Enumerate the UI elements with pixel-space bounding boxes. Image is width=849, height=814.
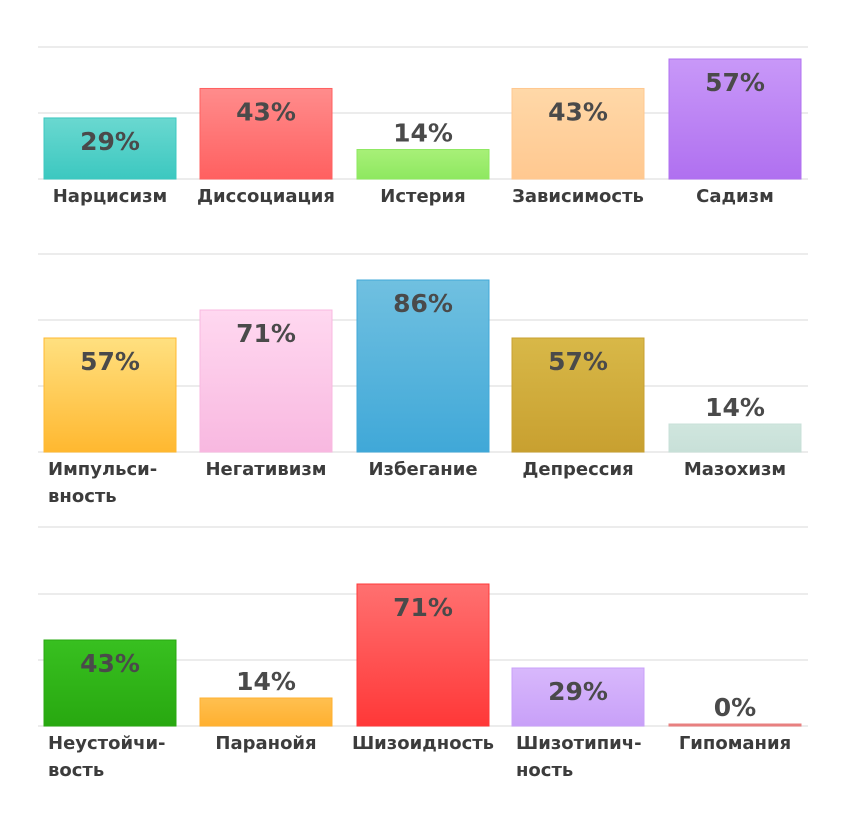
bar-value-label: 0% xyxy=(714,693,756,722)
category-label: Мазохизм xyxy=(684,459,786,480)
bar xyxy=(356,583,490,727)
category-label: Шизотипич-ность xyxy=(516,733,642,781)
category-label: Нарцисизм xyxy=(53,186,168,207)
category-label: Импульси-вность xyxy=(48,459,157,507)
bar-value-label: 43% xyxy=(548,97,608,126)
chart-panel-3: 43% Неустойчи-вость 14% Паранойя 71% Шизоидно… xyxy=(38,526,808,781)
bar xyxy=(511,667,645,727)
category-label: Шизоидность xyxy=(352,733,494,754)
bar-value-label: 57% xyxy=(80,347,140,376)
bar xyxy=(43,117,177,180)
chart-panel-1: 29% Нарцисизм 43% Диссоциация 14% Истерия 43% З… xyxy=(38,46,808,207)
category-label: Диссоциация xyxy=(197,186,335,207)
bar xyxy=(199,697,333,727)
bar-value-label: 14% xyxy=(393,119,453,148)
category-label: Паранойя xyxy=(215,733,316,754)
bar xyxy=(511,337,645,453)
chart-panel-2: 57% Импульси-вность 71% Негативизм 86% Избега… xyxy=(38,253,808,507)
bar xyxy=(668,423,802,453)
bar-value-label: 43% xyxy=(236,97,296,126)
bar-value-label: 71% xyxy=(393,593,453,622)
bar xyxy=(43,639,177,727)
category-label: Негативизм xyxy=(205,459,326,480)
bar xyxy=(43,337,177,453)
bar xyxy=(356,279,490,453)
bar xyxy=(668,723,802,727)
bar-value-label: 57% xyxy=(705,68,765,97)
category-label: Истерия xyxy=(380,186,465,207)
bar xyxy=(199,309,333,453)
bar-value-label: 14% xyxy=(236,667,296,696)
bar-value-label: 14% xyxy=(705,393,765,422)
bar-value-label: 71% xyxy=(236,319,296,348)
category-label: Гипомания xyxy=(679,733,791,754)
category-label: Садизм xyxy=(696,186,774,207)
bar-value-label: 29% xyxy=(548,677,608,706)
category-label: Депрессия xyxy=(522,459,633,480)
bar-value-label: 57% xyxy=(548,347,608,376)
bar-value-label: 29% xyxy=(80,127,140,156)
bar-value-label: 86% xyxy=(393,289,453,318)
bar xyxy=(668,58,802,180)
bar xyxy=(356,149,490,180)
bar xyxy=(511,87,645,180)
category-label: Избегание xyxy=(368,459,477,480)
category-label: Неустойчи-вость xyxy=(48,733,166,781)
bar-value-label: 43% xyxy=(80,649,140,678)
bar xyxy=(199,87,333,180)
category-label: Зависимость xyxy=(512,186,644,207)
